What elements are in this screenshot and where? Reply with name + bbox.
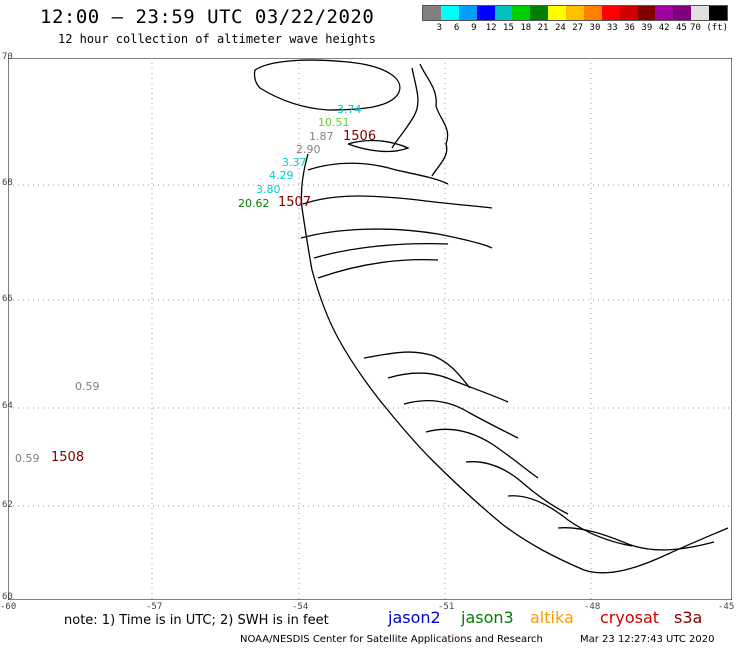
legend-label: 33 (606, 23, 618, 33)
map-panel (8, 58, 732, 600)
wave-height-label: 2.90 (296, 143, 321, 156)
wave-height-label: 4.29 (269, 169, 294, 182)
legend-label: 42 (658, 23, 670, 33)
legend-label: 39 (641, 23, 653, 33)
footer-source: NOAA/NESDIS Center for Satellite Applica… (240, 634, 543, 645)
legend-swatch (423, 6, 441, 20)
legend-label: 18 (520, 23, 532, 33)
legend-swatch (458, 6, 477, 20)
legend-labels: 3 6 9 12 15 18 21 24 27 30 33 36 39 42 45 70 (ft) (422, 23, 728, 33)
lon-label-54: -54 (292, 602, 309, 612)
legend-label: 36 (624, 23, 635, 33)
lon-label-48: -48 (584, 602, 601, 612)
track-number-label: 1506 (343, 129, 377, 144)
lon-label-51: -51 (438, 602, 455, 612)
legend-label: 3 (436, 23, 442, 33)
legend-swatch (476, 6, 495, 20)
legend-label: 15 (503, 23, 514, 33)
lon-label-60: -60 (0, 602, 17, 612)
legend-swatch (673, 6, 692, 20)
lat-label-66: 66 (2, 294, 13, 304)
legend-label: 45 (676, 23, 687, 33)
page-subtitle: 12 hour collection of altimeter wave hei… (58, 32, 376, 46)
track-number-label: 1507 (278, 195, 312, 210)
legend-swatch (637, 6, 656, 20)
legend-swatch (548, 6, 566, 20)
legend-swatch (709, 6, 727, 20)
legend-swatch (440, 6, 459, 20)
wave-height-label: 20.62 (238, 197, 270, 210)
legend-label: 30 (589, 23, 601, 33)
legend-swatch (494, 6, 513, 20)
track-number-label: 1508 (51, 450, 85, 465)
lat-label-62: 62 (2, 500, 13, 510)
legend-label: 70 (ft) (690, 23, 729, 33)
wave-height-label: 10.51 (318, 116, 350, 129)
lat-label-64: 64 (2, 401, 13, 411)
legend-label: 6 (453, 23, 460, 33)
satellite-s3a-label: s3a (674, 608, 703, 627)
wave-height-label: 0.59 (75, 380, 100, 393)
legend-swatch (601, 6, 620, 20)
lon-label-45: -45 (718, 602, 735, 612)
legend-swatch (512, 6, 531, 20)
color-legend: 3 6 9 12 15 18 21 24 27 30 33 36 39 42 45 70 (ft) (422, 5, 728, 33)
legend-swatch (691, 6, 709, 20)
legend-swatch (619, 6, 638, 20)
satellite-jason3-label: jason3 (461, 608, 514, 627)
units-note: note: 1) Time is in UTC; 2) SWH is in fe… (64, 613, 329, 628)
wave-height-label: 3.80 (256, 183, 281, 196)
wave-height-label: 3.37 (282, 156, 307, 169)
legend-label: 21 (537, 23, 549, 33)
satellite-cryosat-label: cryosat (600, 608, 660, 627)
lat-label-70: 70 (2, 52, 13, 62)
legend-label: 24 (554, 23, 566, 33)
satellite-altika-label: altika (530, 608, 574, 627)
footer-timestamp: Mar 23 12:27:43 UTC 2020 (580, 634, 715, 645)
graticule (8, 58, 732, 600)
legend-label: 9 (471, 23, 477, 33)
legend-label: 27 (572, 23, 584, 33)
legend-swatch (530, 6, 549, 20)
satellite-jason2-label: jason2 (388, 608, 441, 627)
page-title: 12:00 – 23:59 UTC 03/22/2020 (40, 6, 375, 28)
wave-height-label: 0.59 (15, 452, 40, 465)
legend-swatches (422, 5, 728, 21)
legend-swatch (566, 6, 584, 20)
legend-label: 12 (485, 23, 497, 33)
wave-height-label: 1.87 (309, 130, 334, 143)
legend-swatch (583, 6, 602, 20)
legend-swatch (655, 6, 674, 20)
wave-height-label: 3.74 (337, 103, 362, 116)
greenland-coastline (253, 59, 729, 574)
lon-label-57: -57 (146, 602, 163, 612)
lat-label-60: 60 (2, 592, 13, 602)
lat-label-68: 68 (2, 178, 13, 188)
